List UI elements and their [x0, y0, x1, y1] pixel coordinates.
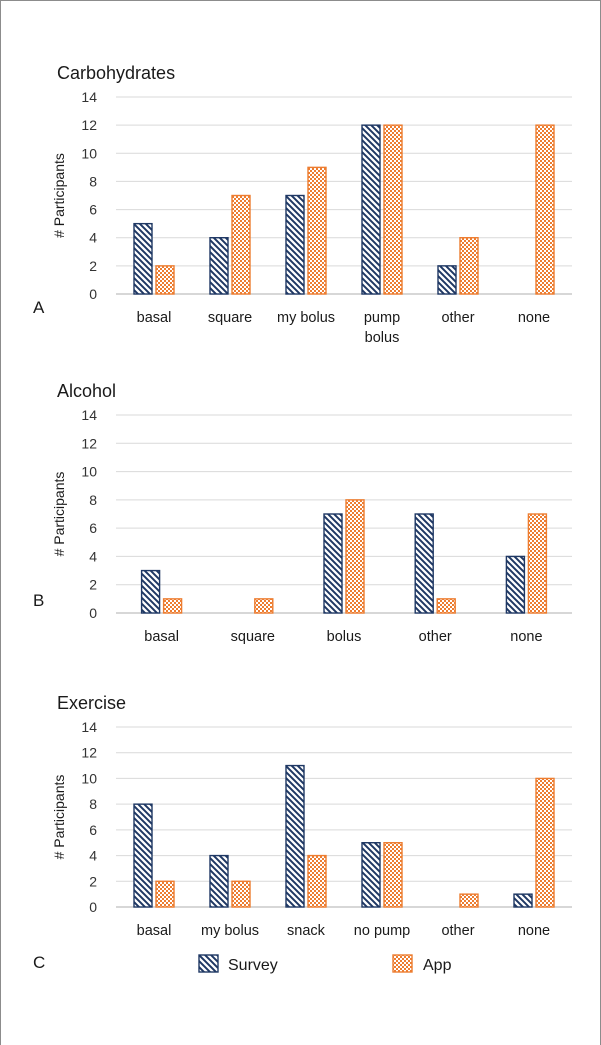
y-tick-label: 10 [81, 464, 97, 480]
x-tick-label: pump [364, 310, 400, 326]
x-tick-label: snack [287, 923, 326, 939]
bar-survey [437, 265, 457, 295]
y-tick-label: 0 [89, 286, 97, 302]
x-tick-label: basal [144, 629, 179, 645]
y-tick-label: 10 [81, 145, 97, 161]
y-tick-label: 4 [89, 548, 97, 564]
bar-app [307, 854, 327, 908]
x-tick-label: no pump [354, 923, 410, 939]
bar-app [155, 880, 175, 908]
bar-survey [209, 854, 229, 908]
y-tick-label: 8 [89, 796, 97, 812]
x-tick-label: none [518, 310, 550, 326]
y-tick-label: 14 [81, 407, 97, 423]
bar-app [527, 513, 548, 614]
x-tick-label: other [441, 310, 474, 326]
bar-app [459, 893, 479, 908]
y-tick-label: 6 [89, 520, 97, 536]
y-tick-label: 8 [89, 492, 97, 508]
bar-app [345, 499, 365, 614]
bar-survey [209, 237, 229, 295]
y-tick-label: 2 [89, 577, 97, 593]
panel-letter: B [33, 591, 44, 610]
panel-letter: A [33, 298, 45, 317]
bar-survey [323, 513, 343, 614]
legend-label: Survey [228, 957, 278, 974]
y-tick-label: 2 [89, 873, 97, 889]
y-tick-label: 6 [89, 822, 97, 838]
bar-survey [140, 569, 161, 614]
panel-title: Exercise [57, 693, 126, 713]
bar-app [535, 124, 555, 295]
bar-survey [285, 194, 305, 295]
x-tick-label: none [518, 923, 550, 939]
x-tick-label: my bolus [201, 923, 259, 939]
bar-survey [361, 842, 381, 908]
bar-app [383, 124, 403, 295]
bar-survey [133, 222, 153, 295]
chart-legend: Survey App [198, 954, 452, 974]
x-tick-label: my bolus [277, 310, 335, 326]
y-tick-label: 12 [81, 117, 97, 133]
y-tick-label: 10 [81, 770, 97, 786]
bar-survey [361, 124, 381, 295]
y-axis-label: # Participants [51, 775, 67, 860]
panel-title: Carbohydrates [57, 63, 175, 83]
bar-survey [513, 893, 533, 908]
legend-swatch-survey [198, 954, 219, 973]
bar-survey [414, 513, 434, 614]
y-tick-label: 14 [81, 719, 97, 735]
legend-label: App [423, 957, 452, 974]
x-tick-label: bolus [365, 330, 400, 346]
y-tick-label: 14 [81, 89, 97, 105]
y-tick-label: 4 [89, 848, 97, 864]
x-tick-label: none [510, 629, 542, 645]
bar-survey [133, 803, 153, 908]
bar-app [459, 237, 479, 295]
x-tick-label: other [419, 629, 452, 645]
x-tick-label: square [208, 310, 252, 326]
y-tick-label: 2 [89, 258, 97, 274]
bar-app [535, 777, 555, 908]
bar-app [231, 880, 251, 908]
bar-app [162, 598, 183, 614]
bar-app [254, 598, 274, 614]
legend-swatch-app [392, 954, 413, 973]
x-tick-label: other [441, 923, 474, 939]
bar-app [383, 842, 403, 908]
y-tick-label: 12 [81, 745, 97, 761]
bar-app [155, 265, 175, 295]
y-axis-label: # Participants [51, 472, 67, 557]
y-axis-label: # Participants [51, 153, 67, 238]
bar-survey [285, 764, 305, 908]
y-tick-label: 8 [89, 173, 97, 189]
panel-title: Alcohol [57, 381, 116, 401]
x-tick-label: basal [137, 923, 172, 939]
y-tick-label: 4 [89, 230, 97, 246]
y-tick-label: 6 [89, 202, 97, 218]
x-tick-label: bolus [327, 629, 362, 645]
chart-panel-b: Alcohol B # Participants 0 2 4 6 8 10 12 14 basal sq… [33, 381, 572, 645]
chart-panel-c: Exercise C # Participants 0 2 4 6 8 10 12 14 basal m… [33, 693, 572, 972]
bar-app [436, 598, 456, 614]
y-tick-label: 0 [89, 605, 97, 621]
bar-survey [505, 555, 526, 614]
bar-app [307, 166, 327, 295]
x-tick-label: square [231, 629, 275, 645]
panel-letter: C [33, 953, 45, 972]
x-tick-label: basal [137, 310, 172, 326]
y-tick-label: 0 [89, 899, 97, 915]
y-tick-label: 12 [81, 435, 97, 451]
bar-app [231, 194, 251, 295]
chart-panel-a: Carbohydrates A # Participants 0 2 4 6 8 10 12 14 b… [33, 63, 572, 346]
